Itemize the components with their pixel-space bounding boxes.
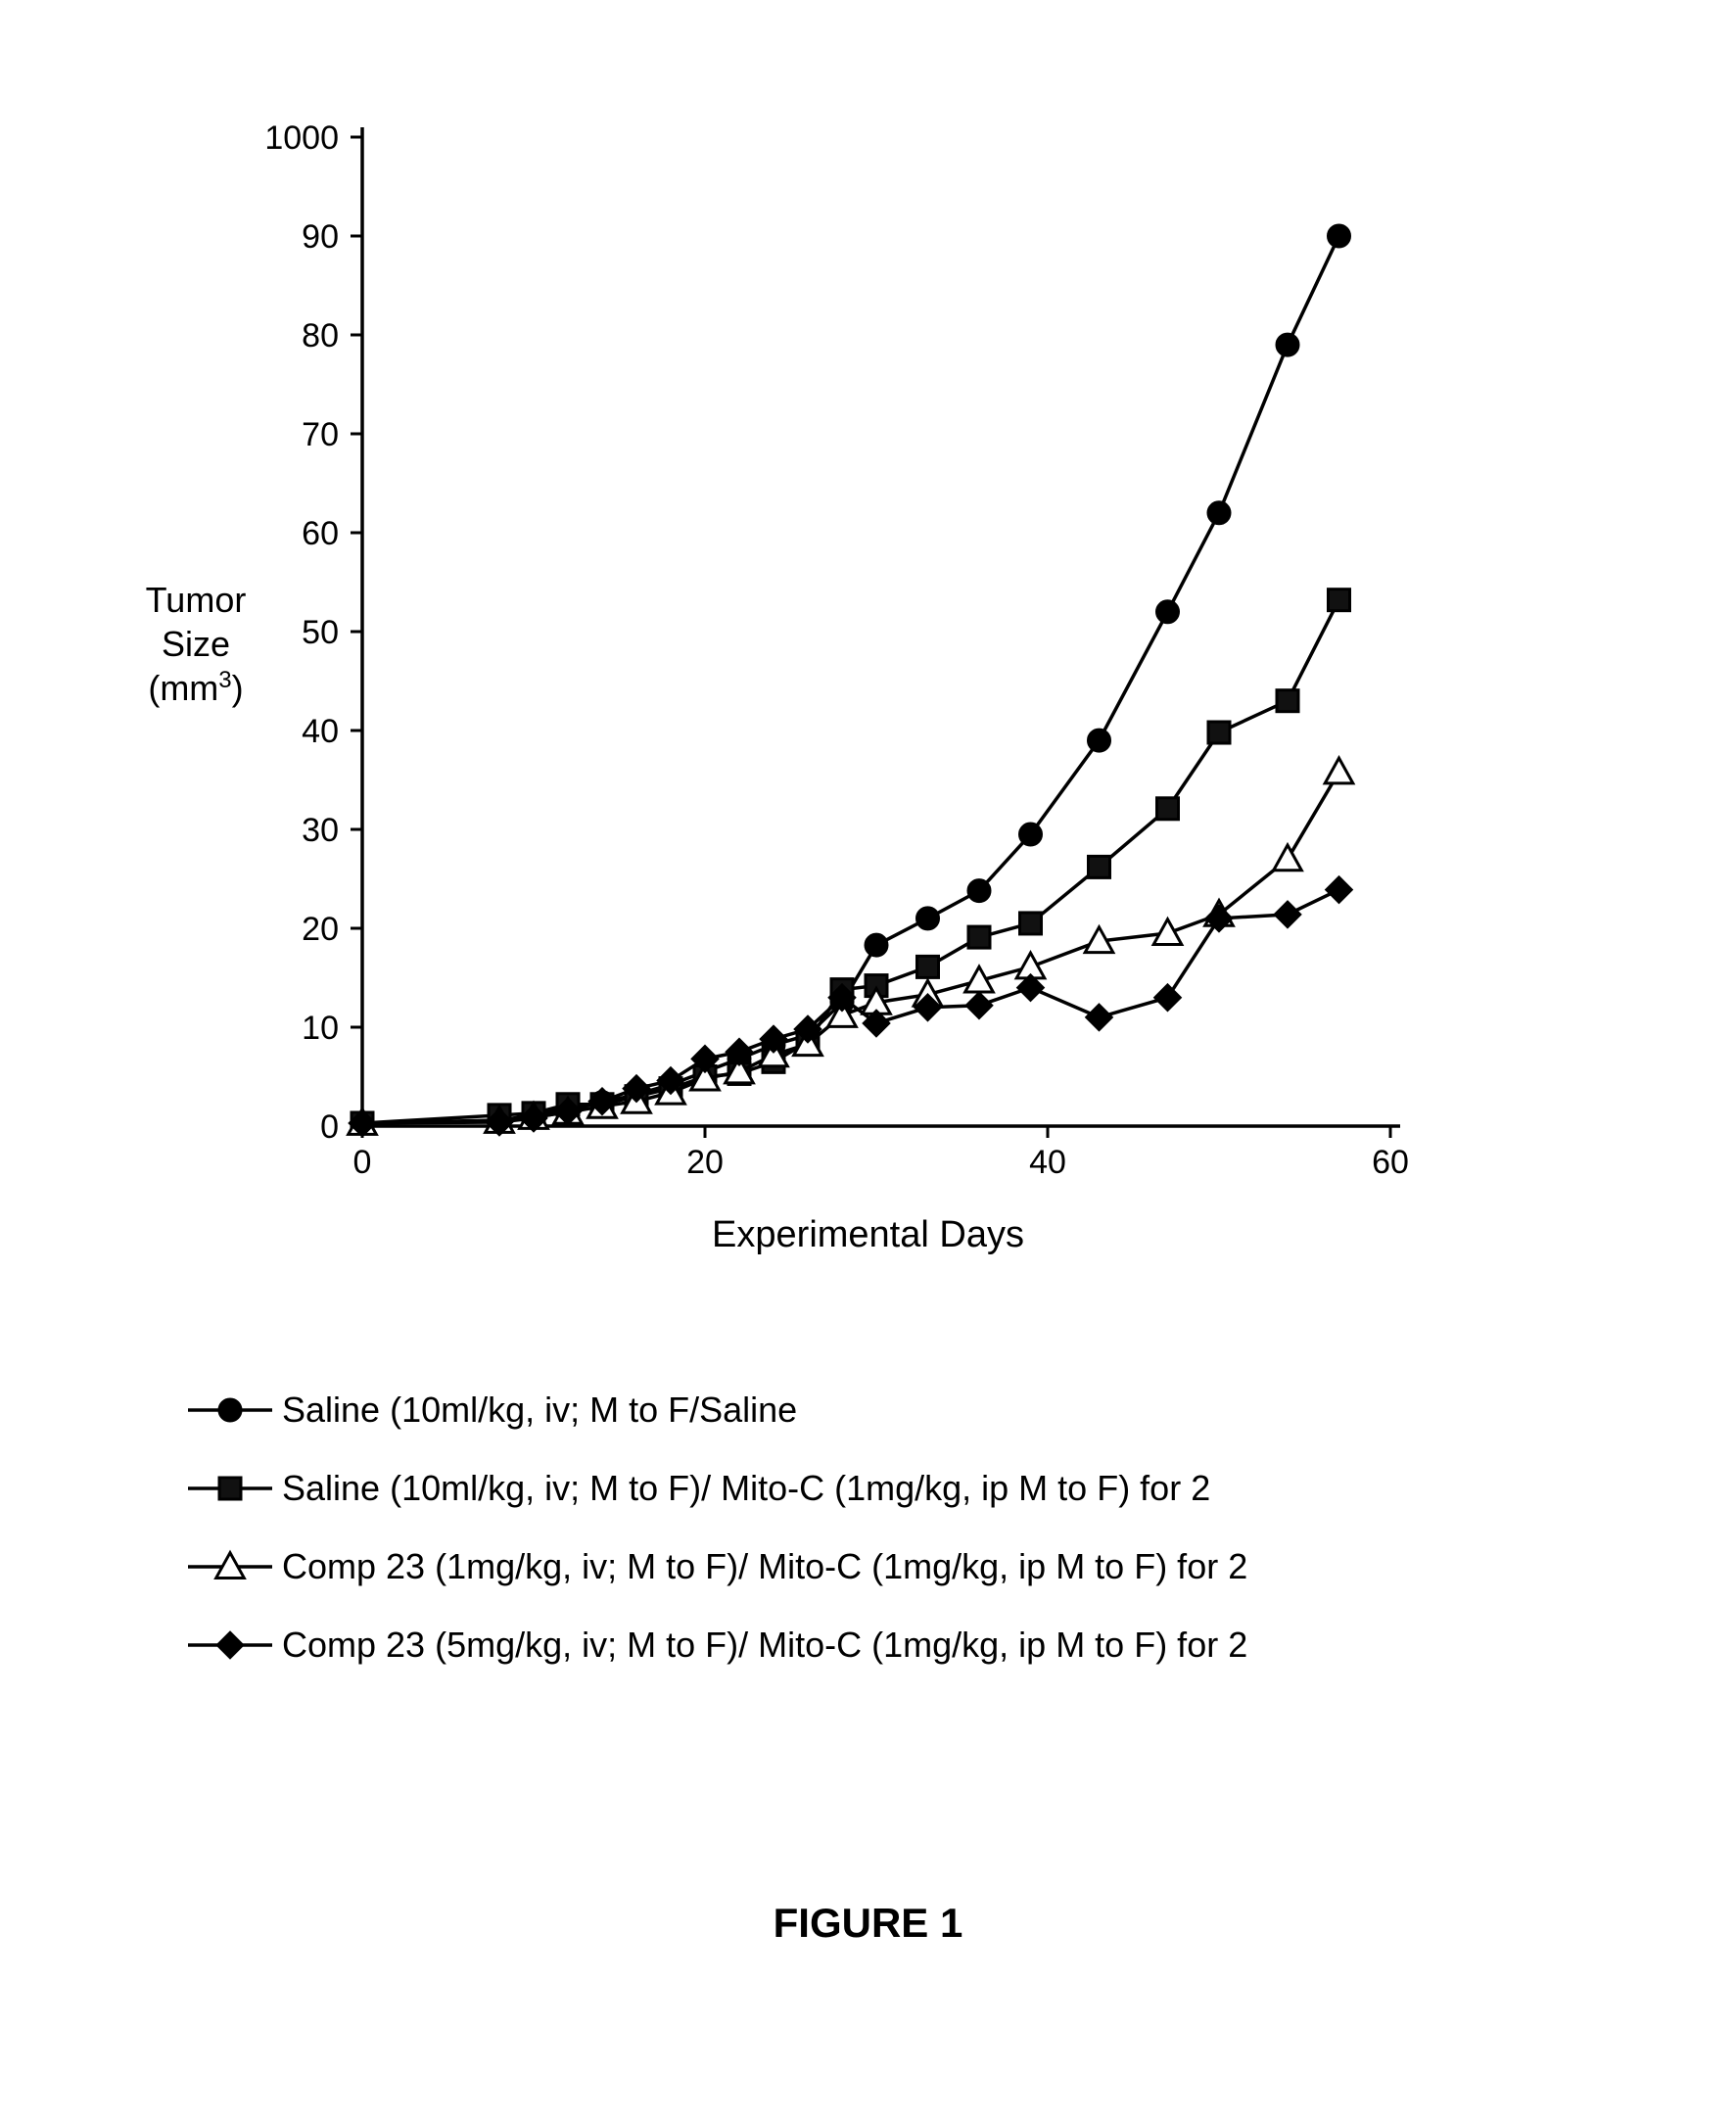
data-marker	[1020, 913, 1042, 934]
y-tick-label: 0	[320, 1108, 339, 1146]
data-marker	[1274, 845, 1302, 871]
data-marker	[1325, 758, 1353, 783]
figure-caption: FIGURE 1	[0, 1900, 1736, 1947]
y-tick-label: 90	[302, 218, 339, 256]
data-marker	[1329, 589, 1350, 611]
data-marker	[917, 908, 939, 929]
x-axis-label: Experimental Days	[0, 1214, 1736, 1256]
legend-item-comp23_5: Comp 23 (5mg/kg, iv; M to F)/ Mito-C (1m…	[186, 1606, 1247, 1684]
legend-label-saline: Saline (10ml/kg, iv; M to F/Saline	[282, 1390, 797, 1431]
legend-item-saline: Saline (10ml/kg, iv; M to F/Saline	[186, 1371, 1247, 1449]
y-tick-label: 60	[302, 515, 339, 552]
series-line-comp23_1	[362, 772, 1339, 1123]
legend-marker-comp23_5	[186, 1626, 274, 1665]
x-tick-label: 40	[1029, 1144, 1066, 1181]
x-tick-label: 20	[686, 1144, 724, 1181]
data-marker	[1155, 985, 1180, 1010]
data-marker	[968, 926, 990, 948]
legend-marker-comp23_1	[186, 1547, 274, 1586]
data-marker	[917, 956, 939, 977]
data-marker	[1208, 722, 1230, 743]
x-tick-label: 60	[1372, 1144, 1409, 1181]
data-marker	[966, 993, 991, 1017]
data-marker	[1275, 902, 1299, 926]
y-tick-label: 30	[302, 812, 339, 849]
data-marker	[1277, 334, 1298, 355]
y-tick-label: 70	[302, 416, 339, 453]
figure-page: { "figure": { "caption": "FIGURE 1", "xl…	[0, 0, 1736, 2121]
data-marker	[1157, 798, 1179, 820]
x-tick-label: 0	[353, 1144, 372, 1181]
data-marker	[1277, 690, 1298, 712]
data-marker	[1329, 225, 1350, 247]
tumor-size-chart: 0 10 20 30 40 50 60 70 80 90 1000 0 20 40 60	[196, 118, 1518, 1204]
legend-item-saline_mitoc: Saline (10ml/kg, iv; M to F)/ Mito-C (1m…	[186, 1449, 1247, 1528]
data-marker	[1327, 877, 1351, 902]
legend-label-comp23_5: Comp 23 (5mg/kg, iv; M to F)/ Mito-C (1m…	[282, 1625, 1247, 1666]
data-marker	[1020, 824, 1042, 845]
data-marker	[968, 880, 990, 902]
legend-marker-saline	[186, 1390, 274, 1430]
data-marker	[866, 934, 887, 956]
y-tick-label: 10	[302, 1010, 339, 1047]
y-tick-label: 40	[302, 713, 339, 750]
y-tick-label: 50	[302, 614, 339, 651]
y-tick-label: 80	[302, 317, 339, 354]
series-line-saline_mitoc	[362, 600, 1339, 1123]
y-tick-label: 20	[302, 911, 339, 948]
data-marker	[1089, 856, 1110, 877]
data-marker	[1157, 601, 1179, 623]
legend-item-comp23_1: Comp 23 (1mg/kg, iv; M to F)/ Mito-C (1m…	[186, 1528, 1247, 1606]
legend-label-comp23_1: Comp 23 (1mg/kg, iv; M to F)/ Mito-C (1m…	[282, 1546, 1247, 1587]
y-tick-label: 1000	[264, 119, 339, 157]
data-marker	[1089, 730, 1110, 751]
data-marker	[1087, 1005, 1111, 1029]
legend: Saline (10ml/kg, iv; M to F/Saline Saline…	[186, 1371, 1247, 1684]
data-marker	[1153, 919, 1182, 945]
data-marker	[1208, 502, 1230, 524]
legend-label-saline_mitoc: Saline (10ml/kg, iv; M to F)/ Mito-C (1m…	[282, 1468, 1210, 1509]
legend-marker-saline_mitoc	[186, 1469, 274, 1508]
